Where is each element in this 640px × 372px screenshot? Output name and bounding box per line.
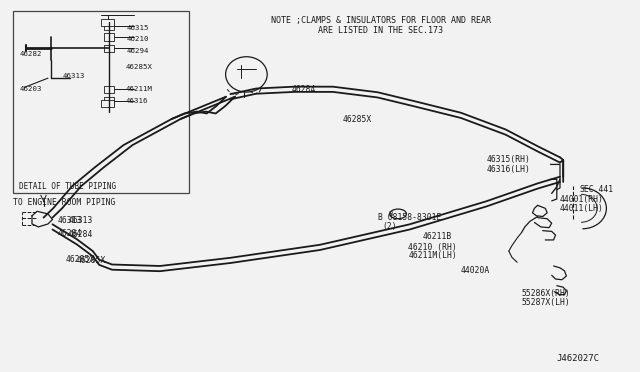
- Text: 55287X(LH): 55287X(LH): [522, 298, 570, 307]
- Text: ARE LISTED IN THE SEC.173: ARE LISTED IN THE SEC.173: [318, 26, 444, 35]
- Text: 46294: 46294: [127, 48, 149, 54]
- Text: 46285X: 46285X: [125, 64, 152, 70]
- Text: SEC.441: SEC.441: [579, 185, 613, 194]
- Text: 46285X: 46285X: [65, 255, 95, 264]
- Text: 46203: 46203: [19, 86, 42, 92]
- Bar: [104, 86, 114, 93]
- Text: 46316(LH): 46316(LH): [486, 165, 531, 174]
- Text: 46211B: 46211B: [422, 232, 452, 241]
- Text: (2): (2): [383, 222, 397, 231]
- Text: 46313: 46313: [58, 217, 82, 225]
- Text: NOTE ;CLAMPS & INSULATORS FOR FLOOR AND REAR: NOTE ;CLAMPS & INSULATORS FOR FLOOR AND …: [271, 16, 491, 25]
- Text: 46211M(LH): 46211M(LH): [408, 251, 457, 260]
- Bar: [104, 22, 114, 30]
- Text: 46284: 46284: [58, 229, 82, 238]
- Text: 46313: 46313: [63, 73, 85, 79]
- Text: 46285X: 46285X: [77, 256, 106, 265]
- Text: 46316: 46316: [125, 98, 148, 104]
- Text: B: B: [388, 211, 392, 217]
- Bar: [104, 97, 114, 105]
- Text: J462027C: J462027C: [557, 355, 600, 363]
- Bar: [104, 33, 114, 41]
- Text: B 08158-8301E: B 08158-8301E: [378, 213, 441, 222]
- Text: 55286X(RH): 55286X(RH): [522, 289, 570, 298]
- Text: 44020A: 44020A: [461, 266, 490, 275]
- Bar: [104, 45, 114, 52]
- Text: 46210 (RH): 46210 (RH): [408, 243, 457, 252]
- Text: 46284: 46284: [69, 230, 93, 239]
- Bar: [101, 100, 114, 107]
- Text: DETAIL OF TUBE PIPING: DETAIL OF TUBE PIPING: [19, 182, 116, 191]
- Bar: [13, 11, 189, 193]
- Text: 46313: 46313: [69, 217, 93, 225]
- Text: 46282: 46282: [19, 51, 42, 57]
- Text: 46315: 46315: [127, 25, 149, 31]
- Text: 46284: 46284: [291, 85, 316, 94]
- Text: 44001(RH): 44001(RH): [560, 195, 604, 203]
- Text: 46315(RH): 46315(RH): [486, 155, 531, 164]
- Text: 46210: 46210: [127, 36, 149, 42]
- Text: TO ENGINE ROOM PIPING: TO ENGINE ROOM PIPING: [13, 198, 115, 207]
- Text: 46211M: 46211M: [125, 86, 152, 92]
- Text: 46285X: 46285X: [342, 115, 372, 124]
- Text: 44011(LH): 44011(LH): [560, 204, 604, 213]
- Bar: [101, 19, 114, 26]
